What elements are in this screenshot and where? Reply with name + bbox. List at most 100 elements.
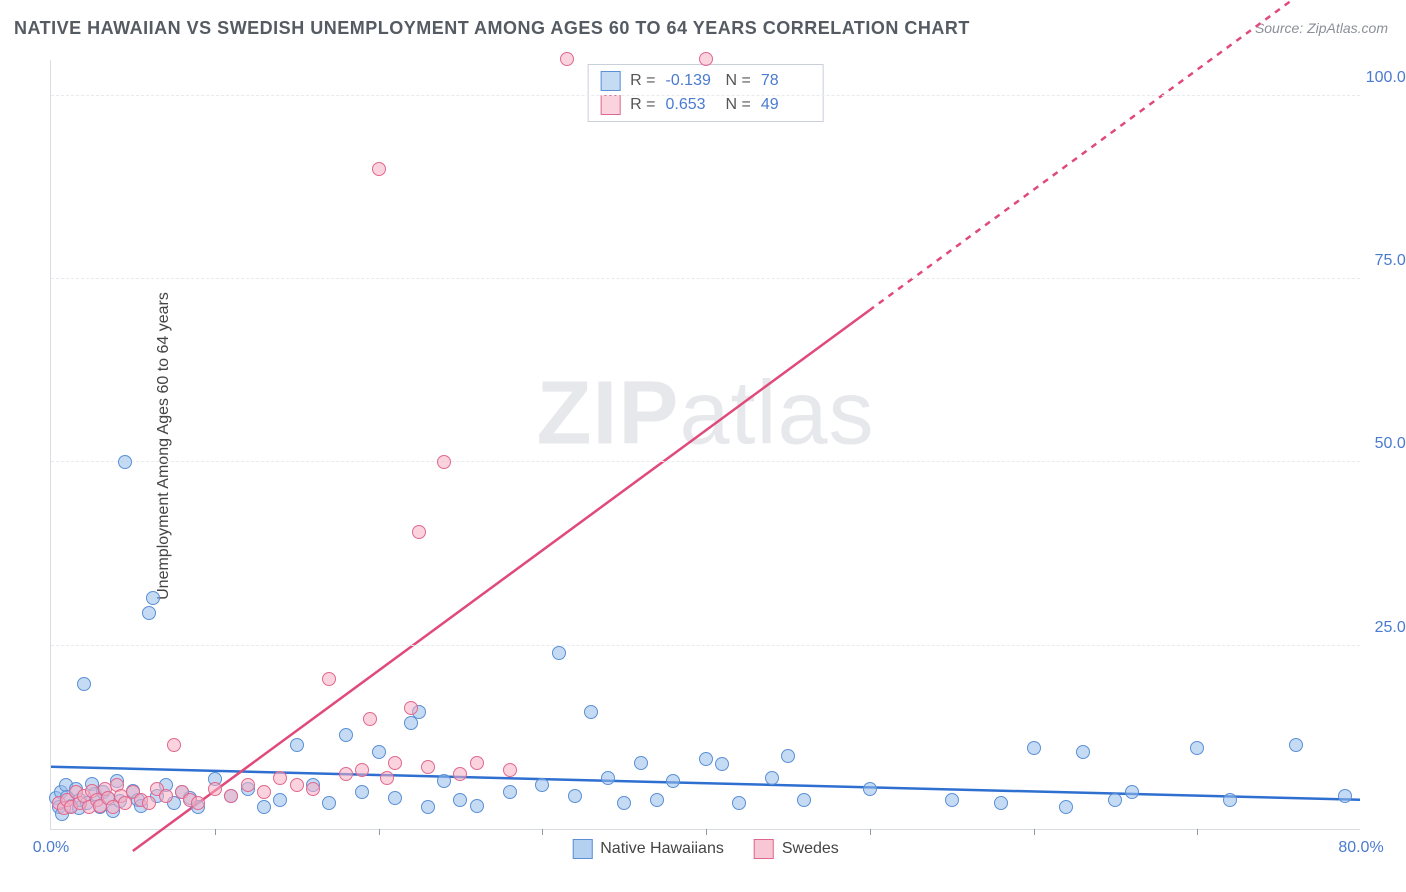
data-point: [503, 763, 517, 777]
data-point: [322, 796, 336, 810]
data-point: [617, 796, 631, 810]
chart-container: NATIVE HAWAIIAN VS SWEDISH UNEMPLOYMENT …: [0, 0, 1406, 892]
data-point: [781, 749, 795, 763]
data-point: [1338, 789, 1352, 803]
data-point: [257, 800, 271, 814]
series-swatch: [600, 95, 620, 115]
gridline: [51, 278, 1360, 279]
y-tick-label: 75.0%: [1375, 252, 1406, 270]
data-point: [503, 785, 517, 799]
data-point: [339, 728, 353, 742]
data-point: [142, 796, 156, 810]
data-point: [765, 771, 779, 785]
data-point: [568, 789, 582, 803]
data-point: [994, 796, 1008, 810]
data-point: [437, 455, 451, 469]
data-point: [560, 52, 574, 66]
data-point: [404, 701, 418, 715]
gridline: [51, 95, 1360, 96]
data-point: [290, 778, 304, 792]
data-point: [355, 763, 369, 777]
data-point: [453, 793, 467, 807]
data-point: [372, 745, 386, 759]
data-point: [634, 756, 648, 770]
data-point: [388, 756, 402, 770]
r-label: R =: [630, 72, 655, 90]
data-point: [355, 785, 369, 799]
r-label: R =: [630, 96, 655, 114]
x-tick-mark: [1034, 829, 1035, 835]
data-point: [470, 799, 484, 813]
chart-title: NATIVE HAWAIIAN VS SWEDISH UNEMPLOYMENT …: [14, 18, 970, 39]
data-point: [208, 782, 222, 796]
data-point: [142, 606, 156, 620]
data-point: [666, 774, 680, 788]
series-swatch: [600, 71, 620, 91]
n-label: N =: [726, 72, 751, 90]
data-point: [453, 767, 467, 781]
stats-row: R =-0.139N =78: [588, 69, 823, 93]
data-point: [1059, 800, 1073, 814]
data-point: [945, 793, 959, 807]
series-swatch: [572, 839, 592, 859]
data-point: [552, 646, 566, 660]
data-point: [797, 793, 811, 807]
x-tick-mark: [706, 829, 707, 835]
y-tick-label: 25.0%: [1375, 619, 1406, 637]
data-point: [146, 591, 160, 605]
watermark-bold: ZIP: [536, 363, 679, 463]
data-point: [1223, 793, 1237, 807]
data-point: [241, 778, 255, 792]
data-point: [412, 525, 426, 539]
y-tick-label: 50.0%: [1375, 435, 1406, 453]
data-point: [191, 796, 205, 810]
n-value: 78: [761, 72, 811, 90]
x-tick-mark: [215, 829, 216, 835]
watermark-light: atlas: [679, 363, 874, 463]
data-point: [273, 771, 287, 785]
data-point: [1027, 741, 1041, 755]
data-point: [363, 712, 377, 726]
data-point: [159, 789, 173, 803]
data-point: [372, 162, 386, 176]
series-swatch: [754, 839, 774, 859]
data-point: [421, 800, 435, 814]
legend-item: Native Hawaiians: [572, 839, 724, 859]
data-point: [1125, 785, 1139, 799]
data-point: [380, 771, 394, 785]
data-point: [421, 760, 435, 774]
x-tick-mark: [1197, 829, 1198, 835]
x-tick-mark: [379, 829, 380, 835]
data-point: [388, 791, 402, 805]
legend-label: Swedes: [782, 840, 839, 858]
data-point: [322, 672, 336, 686]
data-point: [732, 796, 746, 810]
stats-legend: R =-0.139N =78R =0.653N =49: [587, 64, 824, 122]
legend-label: Native Hawaiians: [600, 840, 724, 858]
x-tick-label: 0.0%: [33, 839, 69, 857]
n-label: N =: [726, 96, 751, 114]
r-value: 0.653: [666, 96, 716, 114]
trend-lines: [51, 60, 1360, 829]
data-point: [699, 52, 713, 66]
data-point: [650, 793, 664, 807]
data-point: [224, 789, 238, 803]
data-point: [273, 793, 287, 807]
x-tick-label: 80.0%: [1338, 839, 1383, 857]
y-tick-label: 100.0%: [1366, 69, 1406, 87]
data-point: [1108, 793, 1122, 807]
data-point: [535, 778, 549, 792]
data-point: [77, 677, 91, 691]
data-point: [1076, 745, 1090, 759]
x-tick-mark: [542, 829, 543, 835]
watermark: ZIPatlas: [536, 362, 874, 465]
data-point: [257, 785, 271, 799]
data-point: [715, 757, 729, 771]
gridline: [51, 645, 1360, 646]
data-point: [167, 738, 181, 752]
stats-row: R =0.653N =49: [588, 93, 823, 117]
data-point: [470, 756, 484, 770]
plot-area: ZIPatlas R =-0.139N =78R =0.653N =49 Nat…: [50, 60, 1360, 830]
legend-item: Swedes: [754, 839, 839, 859]
data-point: [1289, 738, 1303, 752]
